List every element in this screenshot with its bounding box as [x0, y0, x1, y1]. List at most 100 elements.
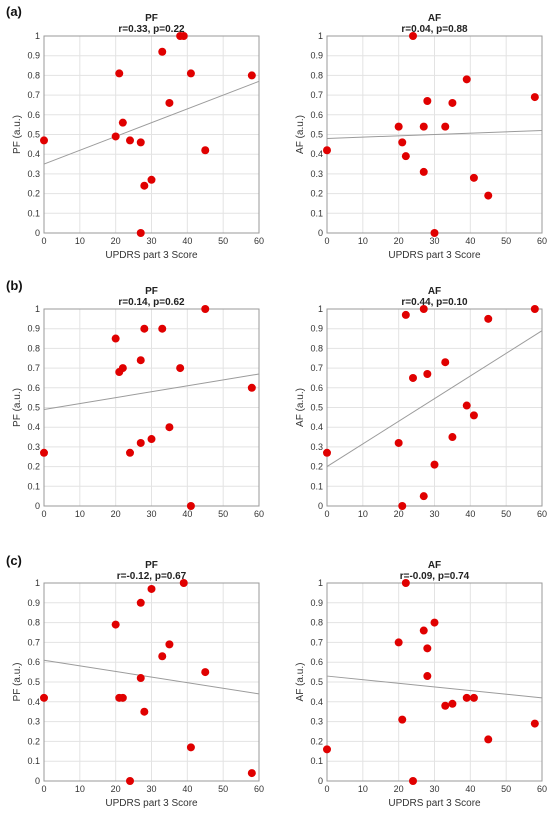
- data-point: [323, 745, 331, 754]
- x-tick-label: 20: [394, 784, 404, 794]
- data-point: [136, 356, 145, 365]
- data-point: [247, 71, 256, 80]
- data-point: [115, 69, 124, 78]
- x-axis-label: UPDRS part 3 Score: [105, 798, 198, 809]
- x-tick-label: 40: [465, 509, 475, 519]
- y-tick-label: 0.1: [310, 208, 323, 218]
- data-point: [441, 701, 450, 710]
- data-point: [147, 584, 156, 593]
- data-point: [401, 579, 410, 587]
- x-tick-label: 60: [254, 236, 264, 246]
- data-point: [158, 47, 167, 56]
- data-point: [136, 674, 145, 683]
- scatter-plot-pf: 0 10 20 30 40 50 60 0 0.1 0.2 0.3 0.4 0.5 0.6 0.7 0.8 0.…: [12, 286, 264, 519]
- x-tick-label: 10: [358, 784, 368, 794]
- data-point: [136, 229, 145, 237]
- data-point: [448, 433, 457, 442]
- x-tick-label: 30: [146, 236, 156, 246]
- y-tick-label: 0.7: [310, 363, 323, 373]
- y-tick-label: 1: [35, 578, 40, 588]
- y-tick-label: 0.8: [27, 343, 40, 353]
- x-axis-label: UPDRS part 3 Score: [388, 798, 481, 809]
- y-tick-label: 0.2: [27, 189, 40, 199]
- data-point: [165, 423, 174, 432]
- plot-stats: r=-0.12, p=0.67: [117, 571, 187, 582]
- x-tick-label: 10: [358, 509, 368, 519]
- y-tick-label: 0.3: [310, 442, 323, 452]
- y-tick-label: 0.4: [27, 422, 40, 432]
- scatter-plot-af: 0 10 20 30 40 50 60 0 0.1 0.2 0.3 0.4 0.5 0.6 0.7 0.8 0.…: [295, 13, 547, 261]
- data-point: [448, 699, 457, 708]
- x-tick-label: 0: [41, 236, 46, 246]
- y-tick-label: 0.3: [27, 717, 40, 727]
- y-tick-label: 0.4: [310, 149, 323, 159]
- y-tick-label: 0.5: [27, 677, 40, 687]
- data-point: [186, 69, 195, 78]
- data-point: [484, 191, 493, 200]
- regression-line: [43, 373, 260, 410]
- data-point: [40, 136, 48, 145]
- y-tick-label: 0.6: [27, 383, 40, 393]
- plot-title: AF: [428, 13, 441, 24]
- y-tick-label: 0.6: [310, 383, 323, 393]
- data-point: [484, 314, 493, 323]
- plot-stats: r=0.33, p=0.22: [118, 24, 185, 35]
- y-tick-label: 0.7: [27, 90, 40, 100]
- panel-label: (a): [6, 4, 22, 19]
- x-tick-label: 40: [182, 784, 192, 794]
- panel-label: (c): [6, 553, 22, 568]
- data-point: [401, 310, 410, 319]
- data-point: [201, 668, 210, 677]
- x-tick-label: 30: [146, 784, 156, 794]
- scatter-plot-pf: 0 10 20 30 40 50 60 0 0.1 0.2 0.3 0.4 0.5 0.6 0.7 0.8 0.…: [12, 13, 264, 261]
- y-tick-label: 0.4: [310, 697, 323, 707]
- plot-title: PF: [145, 13, 158, 24]
- x-tick-label: 10: [358, 236, 368, 246]
- x-tick-label: 40: [465, 784, 475, 794]
- plot-title: PF: [145, 560, 158, 571]
- data-point: [126, 136, 134, 145]
- y-tick-label: 0.7: [27, 363, 40, 373]
- data-point: [118, 364, 127, 373]
- data-point: [441, 358, 450, 367]
- data-point: [530, 719, 539, 728]
- plot-frame: [43, 35, 260, 234]
- x-tick-label: 20: [111, 509, 121, 519]
- y-tick-label: 0.2: [310, 462, 323, 472]
- y-tick-label: 0: [35, 228, 40, 238]
- y-tick-label: 0.6: [27, 657, 40, 667]
- data-point: [448, 98, 457, 107]
- y-tick-label: 0.1: [310, 481, 323, 491]
- y-tick-label: 1: [35, 31, 40, 41]
- y-tick-label: 0.8: [27, 618, 40, 628]
- y-tick-label: 0: [318, 776, 323, 786]
- x-tick-label: 10: [75, 509, 85, 519]
- y-tick-label: 0.9: [310, 324, 323, 334]
- x-tick-label: 50: [501, 509, 511, 519]
- data-point: [165, 98, 174, 107]
- data-point: [423, 370, 432, 379]
- regression-line: [326, 330, 543, 468]
- x-tick-label: 20: [111, 236, 121, 246]
- data-point: [247, 383, 256, 392]
- x-tick-label: 30: [429, 509, 439, 519]
- y-axis-label: AF (a.u.): [295, 663, 306, 702]
- data-point: [419, 167, 428, 176]
- data-point: [398, 138, 407, 147]
- y-tick-label: 1: [35, 304, 40, 314]
- x-tick-label: 60: [254, 509, 264, 519]
- x-tick-label: 0: [41, 784, 46, 794]
- y-tick-label: 0.6: [27, 110, 40, 120]
- y-axis-label: PF (a.u.): [12, 663, 23, 702]
- y-tick-label: 0.2: [310, 189, 323, 199]
- y-tick-label: 1: [318, 578, 323, 588]
- y-tick-label: 1: [318, 304, 323, 314]
- data-point: [201, 305, 210, 313]
- data-point: [186, 743, 195, 752]
- x-tick-label: 10: [75, 236, 85, 246]
- y-tick-label: 0.9: [310, 598, 323, 608]
- data-point: [118, 118, 127, 127]
- data-point: [136, 138, 145, 147]
- x-tick-label: 50: [501, 784, 511, 794]
